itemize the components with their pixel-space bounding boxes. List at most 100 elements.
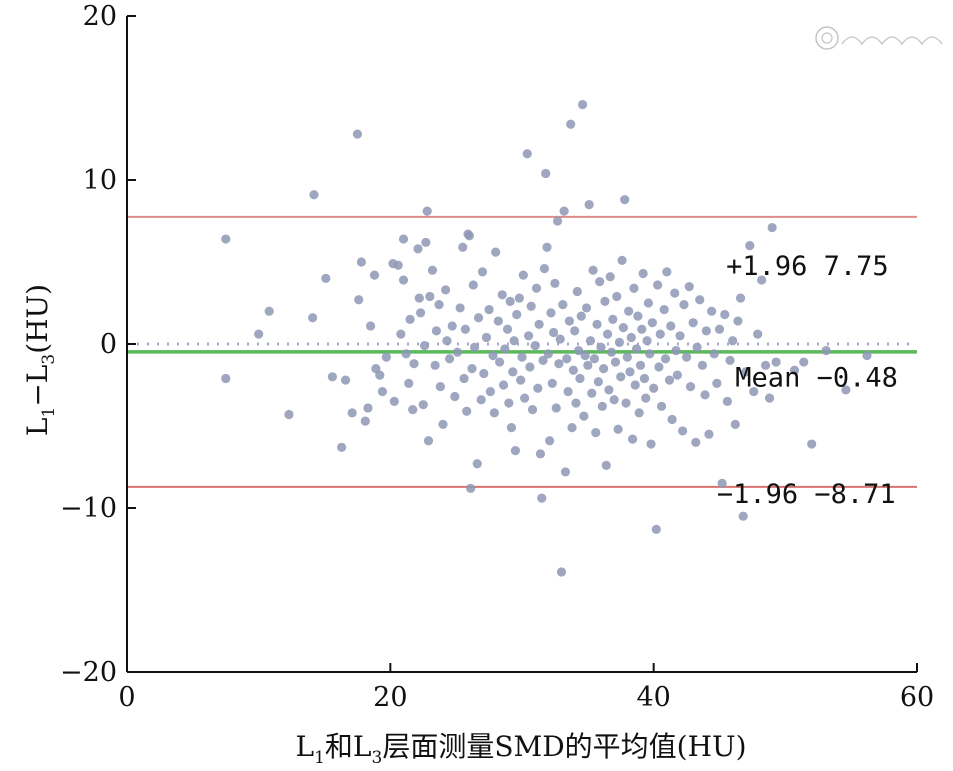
scatter-point xyxy=(629,283,639,293)
scatter-point xyxy=(284,409,294,420)
scatter-point xyxy=(604,385,614,395)
scatter-point xyxy=(458,242,468,252)
watermark-logo xyxy=(815,26,943,50)
scatter-point xyxy=(688,318,698,328)
scatter-point xyxy=(495,357,505,367)
scatter-point xyxy=(660,354,671,364)
scatter-point xyxy=(404,378,414,388)
scatter-point xyxy=(337,442,347,452)
scatter-point xyxy=(580,350,590,361)
scatter-point xyxy=(679,300,689,310)
scatter-point xyxy=(771,357,781,367)
y-tick-label: 20 xyxy=(83,1,117,32)
scatter-point xyxy=(425,291,435,302)
scatter-point xyxy=(568,365,578,375)
scatter-point xyxy=(405,314,415,324)
scatter-point xyxy=(612,291,622,302)
x-tick-label: 20 xyxy=(373,682,407,713)
scatter-point xyxy=(714,324,725,334)
x-axis-title-tail: 层面测量SMD的平均值(HU) xyxy=(382,730,746,763)
scatter-point xyxy=(591,427,601,438)
scatter-point xyxy=(647,318,657,328)
scatter-point xyxy=(597,401,607,411)
scatter-point xyxy=(347,408,357,418)
scatter-point xyxy=(460,324,470,334)
scatter-point xyxy=(422,206,432,216)
x-axis-title: L1和L3层面测量SMD的平均值(HU) xyxy=(295,730,746,768)
scatter-point xyxy=(617,255,627,265)
reference-lines xyxy=(127,215,917,488)
scatter-point xyxy=(481,332,492,343)
scatter-point xyxy=(574,345,584,356)
scatter-point xyxy=(468,280,478,290)
scatter-point xyxy=(545,436,555,446)
scatter-point xyxy=(416,308,426,318)
scatter-point xyxy=(430,360,440,370)
scatter-point xyxy=(614,337,625,347)
scatter-point xyxy=(653,280,663,290)
scatter-point xyxy=(431,326,442,336)
scatter-point xyxy=(695,295,705,305)
scatter-point xyxy=(654,362,664,372)
scatter-point xyxy=(518,270,528,280)
scatter-point xyxy=(712,378,722,388)
scatter-point xyxy=(579,411,589,421)
scatter-point xyxy=(659,304,669,315)
scatter-point xyxy=(489,408,499,418)
scatter-point xyxy=(450,391,460,402)
y-tick-label: 10 xyxy=(83,165,117,196)
scatter-point xyxy=(533,383,543,393)
scatter-point xyxy=(635,360,646,370)
y-axis-title-sub1: 1 xyxy=(39,407,59,418)
scatter-point xyxy=(554,359,564,369)
scatter-point xyxy=(414,293,424,303)
scatter-point xyxy=(616,372,626,382)
scatter-point xyxy=(502,324,513,334)
scatter-point xyxy=(539,263,549,274)
scatter-point xyxy=(576,311,586,321)
scatter-point xyxy=(377,386,388,397)
scatter-point xyxy=(363,403,373,413)
scatter-point xyxy=(517,352,527,362)
x-axis-ticks: 0 20 40 60 xyxy=(118,663,934,713)
scatter-point xyxy=(637,324,647,334)
scatter-point xyxy=(477,267,488,277)
scatter-point xyxy=(633,311,643,321)
scatter-point xyxy=(398,234,409,244)
scatter-point xyxy=(455,303,465,313)
scatter-point xyxy=(584,200,594,210)
scatter-point xyxy=(618,323,628,333)
scatter-point xyxy=(681,352,692,362)
scatter-point xyxy=(601,460,611,470)
scatter-point xyxy=(555,334,565,344)
x-axis-title-mid: 和L xyxy=(325,730,372,763)
scatter-point xyxy=(596,342,606,352)
scatter-point xyxy=(352,129,363,139)
scatter-point xyxy=(697,360,707,370)
scatter-point xyxy=(789,365,800,375)
scatter-point xyxy=(327,372,337,382)
scatter-point xyxy=(767,222,777,233)
scatter-point xyxy=(464,231,474,241)
scatter-point xyxy=(728,336,738,346)
scatter-point xyxy=(692,342,702,352)
scatter-point xyxy=(552,216,563,226)
scatter-point xyxy=(409,359,419,369)
data-points xyxy=(221,99,872,577)
scatter-point xyxy=(398,275,409,285)
scatter-point xyxy=(821,345,831,356)
scatter-point xyxy=(592,319,602,329)
scatter-point xyxy=(393,260,403,270)
scatter-point xyxy=(670,288,680,298)
limit-annotation: Mean −0.48 xyxy=(735,363,898,394)
y-axis-title-sub2: 3 xyxy=(39,354,59,365)
scatter-point xyxy=(628,434,638,444)
scatter-point xyxy=(563,386,573,397)
scatter-point xyxy=(520,393,530,403)
scatter-point xyxy=(587,388,597,398)
y-tick-label: 0 xyxy=(100,329,117,360)
scatter-point xyxy=(438,419,448,429)
x-tick-label: 40 xyxy=(636,682,670,713)
scatter-point xyxy=(365,321,376,331)
